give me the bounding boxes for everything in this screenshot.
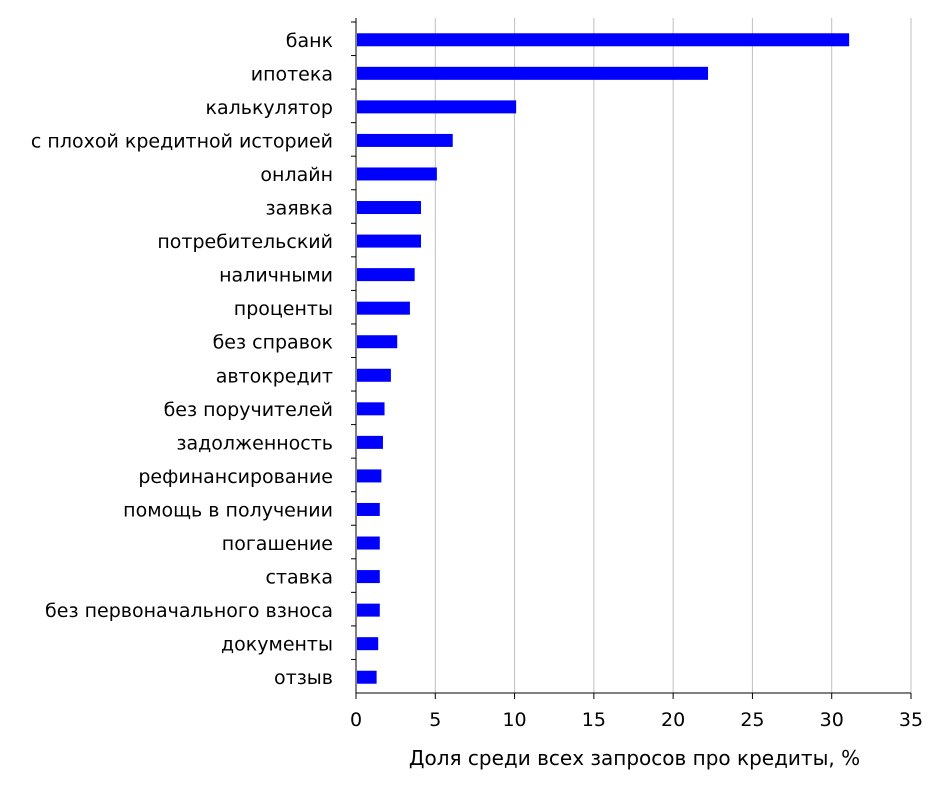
category-label: без справок [213, 332, 333, 354]
bar [357, 536, 380, 550]
bar [357, 234, 422, 248]
x-tick-label: 30 [820, 709, 844, 731]
category-label: задолженность [176, 432, 333, 454]
bar [357, 637, 379, 651]
category-label: банк [286, 30, 333, 52]
category-label: ставка [266, 567, 333, 589]
bar [357, 133, 453, 147]
bar [357, 469, 382, 483]
bar [357, 335, 398, 349]
bar [357, 570, 380, 584]
bar [357, 301, 410, 315]
x-tick-label: 5 [429, 709, 441, 731]
category-label: помощь в получении [123, 499, 333, 521]
bar [357, 100, 517, 114]
bar [357, 167, 437, 181]
bar [357, 402, 385, 416]
category-label: наличными [219, 265, 333, 287]
x-tick-label: 15 [582, 709, 606, 731]
x-tick-labels: 0 5 10 15 20 25 30 35 [350, 709, 923, 731]
bar [357, 502, 380, 516]
bar [357, 66, 709, 80]
bar [357, 268, 415, 282]
x-tick-label: 35 [899, 709, 923, 731]
category-label: онлайн [260, 164, 333, 186]
x-tick-label: 25 [740, 709, 764, 731]
axes [351, 18, 912, 699]
gridlines [434, 18, 912, 693]
category-label: потребительский [157, 231, 333, 253]
bars [357, 33, 850, 684]
category-label: заявка [266, 198, 334, 220]
x-tick-label: 20 [661, 709, 685, 731]
category-label: отзыв [274, 667, 333, 689]
bar [357, 670, 377, 684]
bar [357, 201, 422, 215]
category-label: без первоначального взноса [45, 600, 333, 622]
bar [357, 603, 380, 617]
bar [357, 435, 383, 449]
category-label: погашение [222, 533, 333, 555]
category-label: с плохой кредитной историей [31, 130, 333, 152]
category-label: ипотека [251, 63, 333, 85]
category-label: калькулятор [205, 97, 333, 119]
x-tick-label: 0 [350, 709, 362, 731]
category-label: без поручителей [164, 399, 333, 421]
category-label: автокредит [216, 365, 333, 387]
bar [357, 33, 850, 47]
category-label: рефинансирование [138, 466, 333, 488]
category-labels: банк ипотека калькулятор с плохой кредитной… [31, 30, 333, 689]
category-label: проценты [234, 298, 333, 320]
x-tick-label: 10 [502, 709, 526, 731]
x-axis-title: Доля среди всех запросов про кредиты, % [409, 746, 860, 770]
category-label: документы [221, 634, 333, 656]
bar [357, 368, 391, 382]
